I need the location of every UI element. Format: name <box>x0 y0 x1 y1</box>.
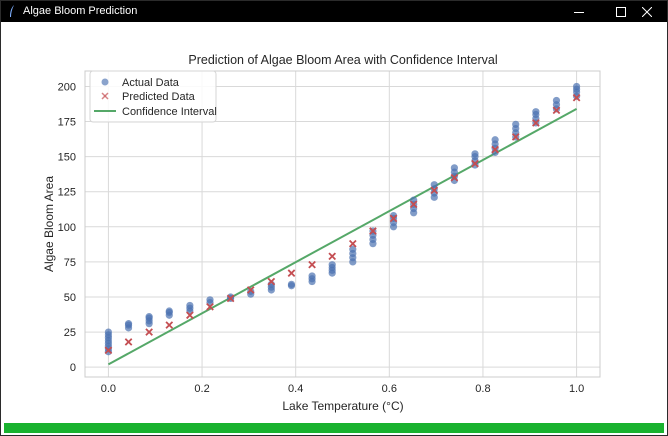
actual-data-point <box>512 120 520 128</box>
actual-data-point <box>430 181 438 189</box>
predicted-data-point <box>532 119 540 127</box>
y-tick-label: 50 <box>64 292 76 304</box>
actual-data-point <box>247 287 255 295</box>
x-tick-label: 0.0 <box>101 383 116 395</box>
legend-interval-label: Confidence Interval <box>122 106 217 118</box>
predicted-data-point <box>287 269 296 277</box>
predicted-data-point <box>226 294 235 303</box>
x-axis-label: Lake Temperature (°C) <box>282 399 403 413</box>
actual-data-point <box>328 261 336 269</box>
predicted-data-point <box>491 145 499 154</box>
actual-data-point <box>227 293 235 301</box>
y-axis-ticks: 0 25 50 75 100 125 150 175 200 <box>58 81 76 374</box>
legend-predicted-label: Predicted Data <box>122 91 196 103</box>
x-tick-label: 0.8 <box>475 383 490 395</box>
figure-canvas: 0.0 0.2 0.4 0.6 0.8 1.0 0 25 50 75 100 125 150 175 20… <box>1 22 667 420</box>
x-tick-label: 0.4 <box>288 383 303 395</box>
close-icon <box>642 6 652 17</box>
y-tick-label: 100 <box>58 222 76 234</box>
maximize-icon <box>616 6 626 17</box>
y-tick-label: 25 <box>64 327 76 339</box>
actual-data-point <box>572 82 581 91</box>
actual-data-point <box>450 164 458 172</box>
predicted-data-point <box>450 173 459 182</box>
y-tick-label: 125 <box>58 187 76 199</box>
confidence-interval-line <box>107 108 578 366</box>
x-tick-label: 0.2 <box>194 383 209 395</box>
predicted-data-point <box>206 302 214 311</box>
predicted-data-point <box>267 277 276 286</box>
predicted-data-point <box>572 93 581 102</box>
y-tick-label: 150 <box>58 152 76 164</box>
maximize-button[interactable] <box>601 1 641 22</box>
feather-icon <box>10 5 14 17</box>
actual-data-point <box>145 313 153 321</box>
minimize-button[interactable] <box>559 1 599 22</box>
y-axis-label: Algae Bloom Area <box>42 176 56 272</box>
y-tick-label: 0 <box>70 362 76 374</box>
actual-data-point <box>104 328 113 336</box>
predicted-data-point <box>104 346 113 355</box>
x-tick-label: 0.6 <box>382 383 397 395</box>
y-tick-label: 200 <box>58 81 76 93</box>
predicted-data-point <box>308 260 316 269</box>
predicted-data-point <box>328 252 337 261</box>
predicted-data-point <box>145 328 153 336</box>
predicted-data-point <box>552 106 561 115</box>
actual-data-point <box>186 301 194 310</box>
predicted-data-point <box>165 321 174 329</box>
actual-data-point <box>349 245 357 253</box>
actual-data-point <box>552 96 561 105</box>
actual-data-point <box>287 280 296 288</box>
predicted-data-point <box>389 214 398 223</box>
minimize-icon <box>574 11 584 13</box>
scatter-chart: 0.0 0.2 0.4 0.6 0.8 1.0 0 25 50 75 100 125 150 175 20… <box>42 53 601 413</box>
predicted-data-point <box>186 311 194 320</box>
legend: Actual Data Predicted Data Confidence In… <box>89 70 217 123</box>
predicted-data-point <box>409 200 418 209</box>
actual-data-point <box>206 296 214 304</box>
predicted-data-point <box>348 239 357 248</box>
predicted-data-point <box>511 133 520 141</box>
actual-data-point <box>532 108 540 116</box>
legend-actual-marker <box>101 78 109 86</box>
confidence-interval-layer <box>107 108 578 366</box>
predicted-data-point <box>369 227 377 235</box>
x-tick-label: 1.0 <box>569 383 584 395</box>
actual-data-layer <box>104 82 581 356</box>
legend-actual-label: Actual Data <box>122 77 180 89</box>
chart-title: Prediction of Algae Bloom Area with Conf… <box>188 53 497 67</box>
predicted-data-point <box>124 338 133 346</box>
y-tick-label: 75 <box>64 257 76 269</box>
legend-box <box>89 70 217 123</box>
actual-data-point <box>308 272 316 280</box>
predicted-data-point <box>246 286 255 294</box>
window-title: Algae Bloom Prediction <box>23 5 138 17</box>
status-bar <box>4 423 664 433</box>
actual-data-point <box>471 150 479 158</box>
x-axis-ticks: 0.0 0.2 0.4 0.6 0.8 1.0 <box>101 383 584 395</box>
actual-data-point <box>124 320 133 328</box>
close-button[interactable] <box>627 1 667 22</box>
predicted-data-layer <box>104 93 581 355</box>
actual-data-point <box>491 136 499 144</box>
y-tick-label: 175 <box>58 117 76 129</box>
predicted-data-point <box>430 186 439 195</box>
predicted-data-point <box>471 159 479 168</box>
title-bar[interactable]: Algae Bloom Prediction <box>1 1 667 22</box>
actual-data-point <box>165 307 173 315</box>
legend-predicted-marker <box>101 92 109 100</box>
plot-area <box>84 70 601 378</box>
